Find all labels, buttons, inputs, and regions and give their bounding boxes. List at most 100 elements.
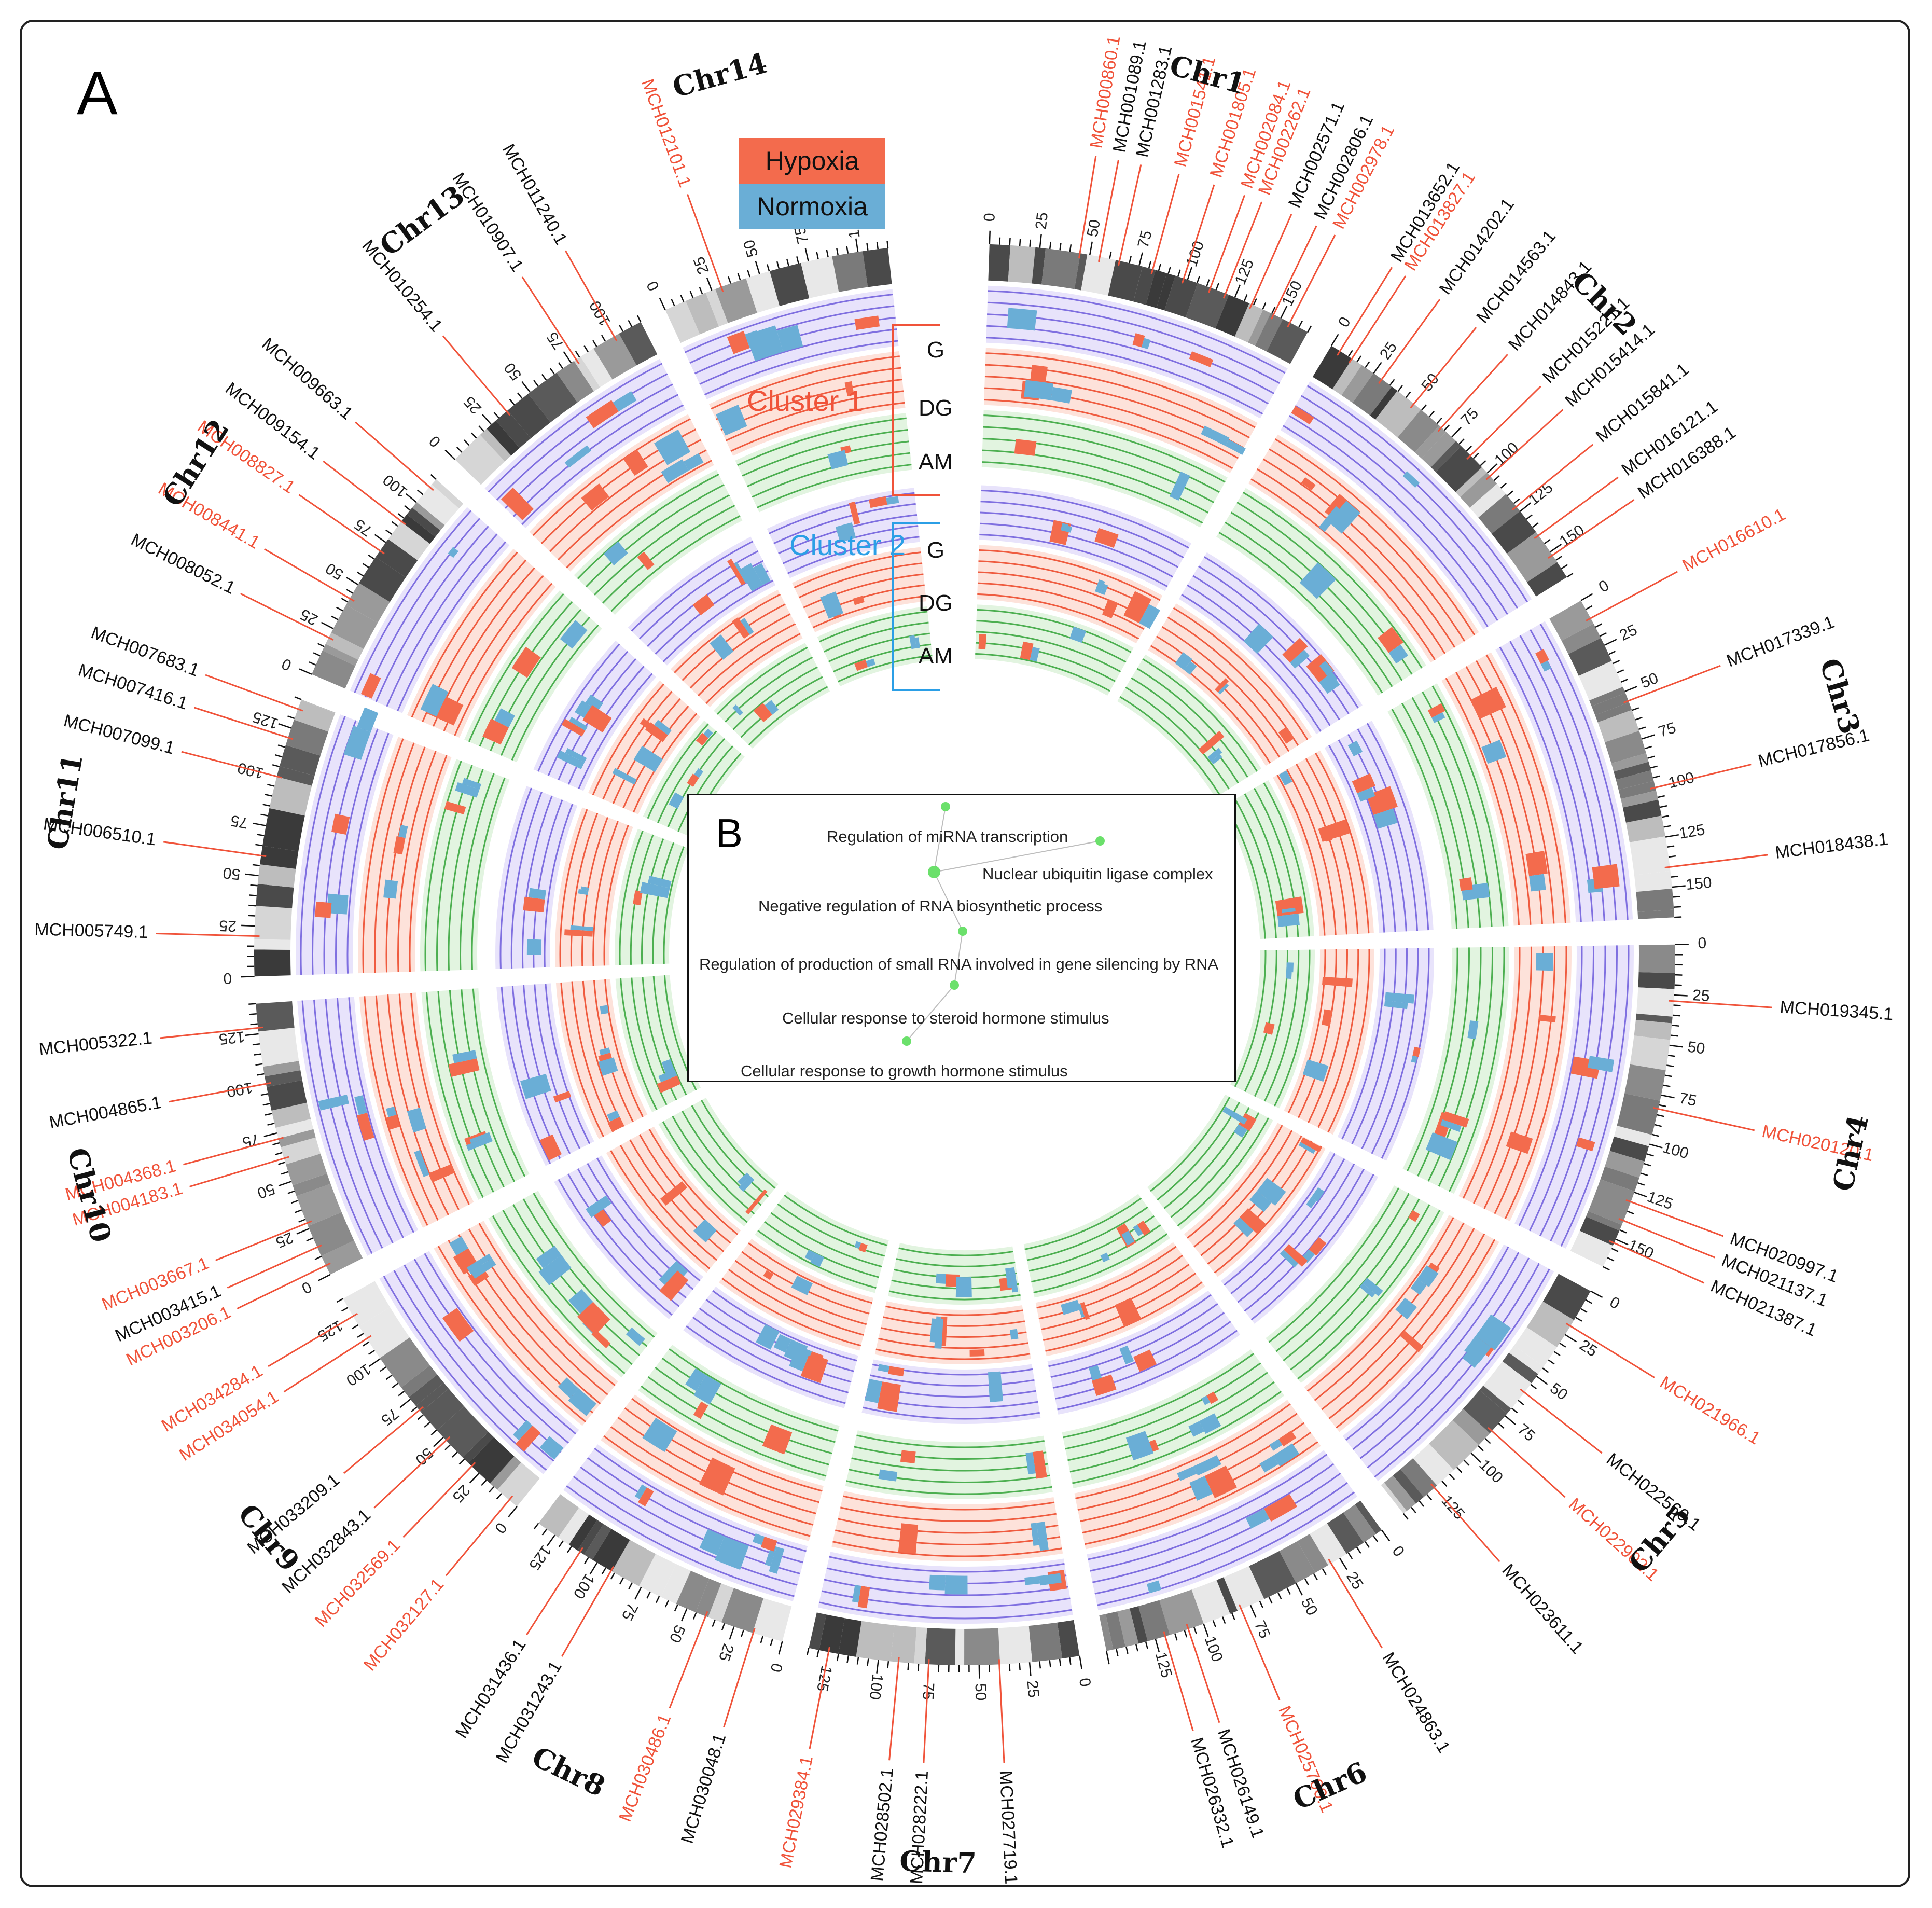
ideogram-band <box>497 1462 540 1506</box>
go-edge <box>906 985 955 1042</box>
expression-mark <box>613 391 637 412</box>
expression-mark <box>1318 506 1342 532</box>
expression-mark <box>1440 1119 1462 1132</box>
track-line <box>1065 1362 1261 1450</box>
ideogram-band <box>1636 888 1674 912</box>
go-node <box>941 802 950 811</box>
scale-tick <box>1526 514 1533 520</box>
scale-tick <box>1661 815 1670 818</box>
track-bg <box>638 1345 840 1481</box>
scale-tick <box>907 1663 909 1670</box>
scale-tick <box>1167 266 1171 274</box>
expression-mark <box>699 1457 735 1496</box>
expression-mark <box>1277 914 1300 927</box>
ideogram-band <box>1341 365 1374 403</box>
track-line <box>808 584 925 618</box>
expression-mark <box>383 879 398 899</box>
ideogram-band <box>1509 1345 1544 1374</box>
gene-leader-line <box>809 1647 830 1749</box>
ideogram-band <box>1478 494 1520 534</box>
gene-leader-line <box>163 841 267 858</box>
scale-tick-label: 0 <box>491 1519 510 1537</box>
expression-mark <box>360 673 381 699</box>
track-line <box>1518 946 1583 1226</box>
scale-tick <box>306 1237 314 1242</box>
ideogram-band <box>1588 1179 1635 1225</box>
ideogram-band <box>296 1183 342 1226</box>
panel-b-label: B <box>716 810 743 856</box>
scale-tick <box>1644 1163 1651 1167</box>
track-line <box>849 1469 1050 1483</box>
expression-mark <box>865 1379 883 1403</box>
scale-tick <box>1365 361 1370 368</box>
track-line <box>1274 438 1476 635</box>
track-line <box>1181 593 1322 732</box>
scale-tick <box>589 1562 598 1575</box>
cluster-1-label: Cluster 1 <box>747 384 864 417</box>
track-bg <box>1248 434 1479 663</box>
scale-tick <box>278 1181 292 1186</box>
track-line <box>1131 677 1239 784</box>
scale-tick <box>546 1534 555 1547</box>
track-line <box>1204 556 1359 709</box>
expression-mark <box>1464 1336 1491 1363</box>
ideogram-band <box>863 248 892 287</box>
scale-tick <box>1637 1182 1645 1186</box>
scale-tick <box>317 1274 331 1281</box>
expression-mark <box>343 725 371 760</box>
scale-tick-label: 50 <box>1638 670 1661 692</box>
track-line <box>981 490 1189 549</box>
expression-mark <box>1030 647 1040 662</box>
scale-tick-label: 125 <box>813 1664 835 1693</box>
gene-leader-line <box>264 548 355 602</box>
track-line <box>716 646 808 715</box>
track-line <box>1218 531 1383 694</box>
expression-mark <box>1481 740 1507 764</box>
gene-leader-line <box>183 1137 284 1166</box>
expression-mark <box>877 1381 901 1412</box>
scale-tick <box>778 1641 783 1655</box>
ideogram-band <box>254 949 291 977</box>
ideogram-band <box>1469 483 1506 518</box>
expression-mark <box>1030 365 1048 386</box>
track-line <box>1345 1246 1509 1441</box>
scale-tick <box>1600 632 1607 637</box>
expression-mark <box>515 1425 541 1452</box>
track-line <box>385 746 426 973</box>
expression-mark <box>1039 1573 1062 1586</box>
track-line <box>559 809 588 967</box>
track-bg <box>1387 683 1509 929</box>
scale-tick <box>1322 1568 1327 1575</box>
track-line <box>1150 1096 1231 1192</box>
gene-label: MCH019345.1 <box>1780 997 1894 1024</box>
track-line <box>532 418 691 536</box>
scale-tick-label: 0 <box>981 213 998 222</box>
ideogram-band <box>1618 781 1656 799</box>
expression-mark <box>898 1523 919 1554</box>
expression-mark <box>703 728 713 739</box>
scale-tick <box>1624 686 1638 692</box>
gene-label: MCH018438.1 <box>1774 829 1889 863</box>
scale-tick-label: 0 <box>223 970 232 987</box>
expression-mark <box>835 522 856 543</box>
ideogram-band <box>1561 624 1601 654</box>
ideogram-band <box>376 539 418 578</box>
expression-mark <box>715 1536 749 1570</box>
track-line <box>870 1374 1035 1387</box>
track-line <box>699 1307 852 1383</box>
scale-tick <box>689 291 694 298</box>
scale-tick <box>1480 460 1486 466</box>
expression-mark <box>560 620 588 649</box>
ideogram-band <box>331 605 378 649</box>
ideogram-band <box>1591 693 1629 715</box>
expression-mark <box>580 886 589 891</box>
ideogram-band <box>665 301 700 343</box>
track-line <box>602 690 673 800</box>
track-line <box>832 643 932 673</box>
ideogram-band <box>708 1583 734 1623</box>
track-bg <box>719 1239 874 1351</box>
scale-tick <box>1405 391 1411 398</box>
track-line <box>979 522 1174 578</box>
ideogram-band <box>619 322 658 366</box>
track-line <box>1054 1321 1231 1400</box>
